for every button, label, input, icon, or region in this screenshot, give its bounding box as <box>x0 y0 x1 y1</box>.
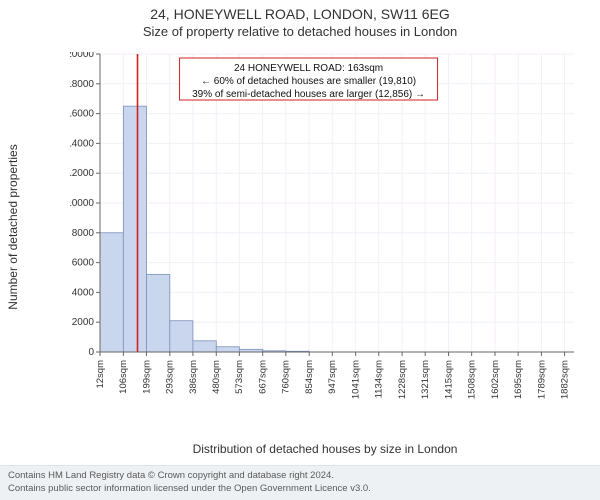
svg-text:760sqm: 760sqm <box>281 360 292 394</box>
svg-text:1228sqm: 1228sqm <box>397 360 408 399</box>
svg-text:1882sqm: 1882sqm <box>559 360 570 399</box>
svg-text:6000: 6000 <box>72 258 95 269</box>
footer-line: Contains HM Land Registry data © Crown c… <box>8 470 592 482</box>
svg-text:947sqm: 947sqm <box>327 360 338 394</box>
svg-text:1695sqm: 1695sqm <box>513 360 524 399</box>
svg-text:480sqm: 480sqm <box>211 360 222 394</box>
svg-text:10000: 10000 <box>70 198 94 209</box>
svg-text:199sqm: 199sqm <box>141 360 152 394</box>
svg-text:8000: 8000 <box>72 228 95 239</box>
svg-text:1041sqm: 1041sqm <box>350 360 361 399</box>
histogram-chart: 0 2000 4000 6000 8000 10000 12000 14000 16000 180… <box>70 52 580 402</box>
svg-text:4000: 4000 <box>72 287 95 298</box>
footer-line: Contains public sector information licen… <box>8 483 592 495</box>
svg-text:0: 0 <box>88 347 94 358</box>
svg-text:573sqm: 573sqm <box>234 360 245 394</box>
svg-text:1134sqm: 1134sqm <box>374 360 385 398</box>
svg-text:2000: 2000 <box>72 317 95 328</box>
svg-text:854sqm: 854sqm <box>304 360 315 394</box>
x-axis-label: Distribution of detached houses by size … <box>70 442 580 456</box>
svg-text:667sqm: 667sqm <box>258 360 269 394</box>
svg-text:16000: 16000 <box>70 109 94 120</box>
svg-text:39% of semi-detached houses ar: 39% of semi-detached houses are larger (… <box>192 89 425 100</box>
svg-text:1508sqm: 1508sqm <box>466 360 477 399</box>
svg-text:18000: 18000 <box>70 79 94 90</box>
svg-text:24 HONEYWELL ROAD: 163sqm: 24 HONEYWELL ROAD: 163sqm <box>234 63 383 74</box>
svg-text:← 60% of detached houses are s: ← 60% of detached houses are smaller (19… <box>201 76 416 87</box>
svg-text:14000: 14000 <box>70 138 94 149</box>
svg-text:12000: 12000 <box>70 168 94 179</box>
page-subtitle: Size of property relative to detached ho… <box>0 22 600 39</box>
attribution-footer: Contains HM Land Registry data © Crown c… <box>0 465 600 500</box>
svg-text:1321sqm: 1321sqm <box>420 360 431 399</box>
svg-text:386sqm: 386sqm <box>188 360 199 394</box>
svg-text:1415sqm: 1415sqm <box>443 360 454 399</box>
svg-text:1789sqm: 1789sqm <box>536 360 547 399</box>
svg-text:293sqm: 293sqm <box>165 360 176 394</box>
svg-text:106sqm: 106sqm <box>118 360 129 394</box>
svg-text:12sqm: 12sqm <box>95 360 106 389</box>
svg-text:1602sqm: 1602sqm <box>490 360 501 399</box>
y-axis-label: Number of detached properties <box>6 52 26 402</box>
svg-text:20000: 20000 <box>70 52 94 60</box>
page-title: 24, HONEYWELL ROAD, LONDON, SW11 6EG <box>0 0 600 22</box>
